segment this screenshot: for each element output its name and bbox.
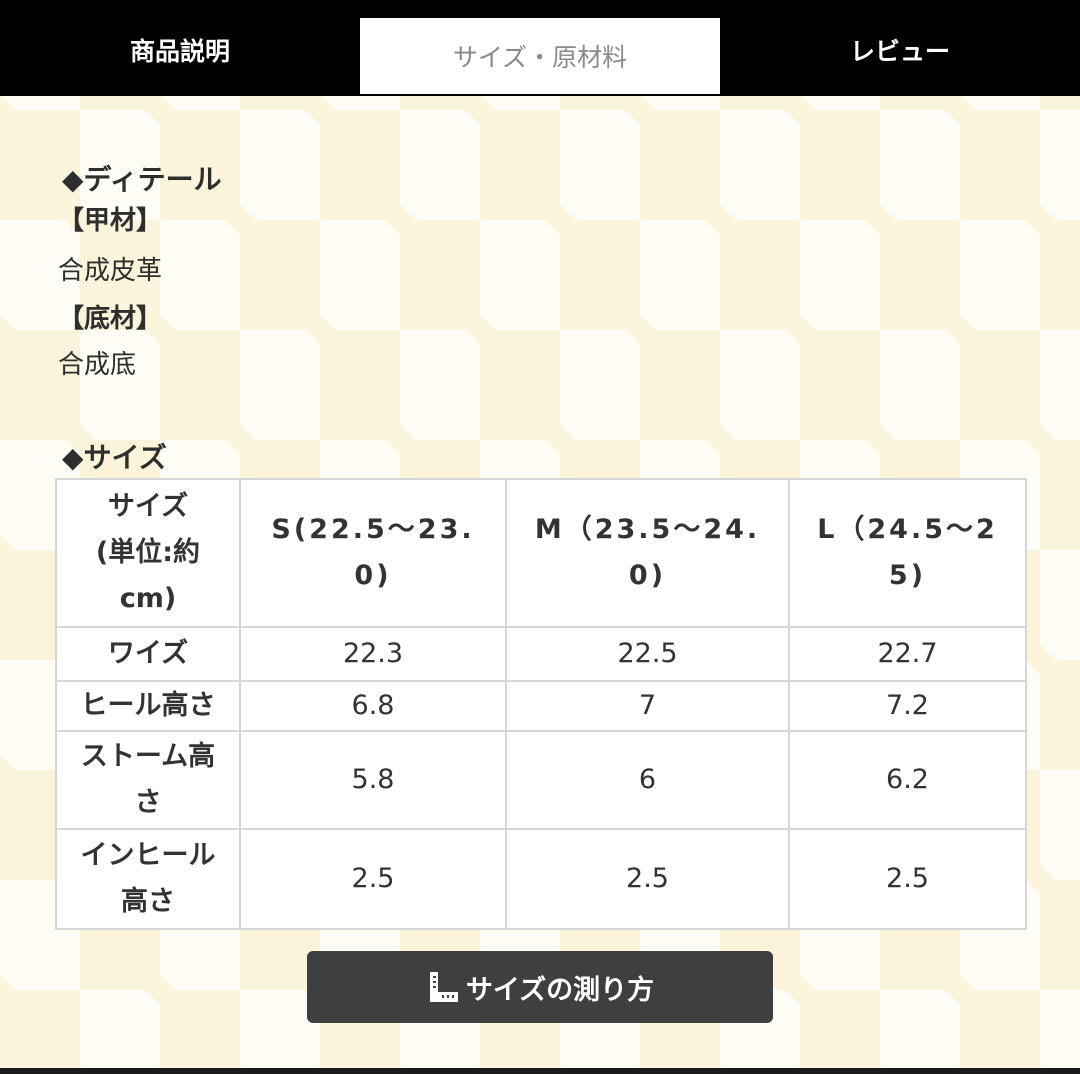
- row-label: インヒール 高さ: [55, 828, 241, 930]
- column-header-line: M（23.5〜24.: [534, 514, 761, 545]
- row-label: ヒール高さ: [55, 680, 241, 732]
- row-label: ストーム高 さ: [55, 730, 241, 830]
- table-cell: 2.5: [505, 828, 790, 930]
- row-label-line: ヒール高さ: [80, 690, 216, 721]
- row-label-line: さ: [134, 787, 162, 818]
- size-column-l: L（24.5〜2 5): [788, 478, 1027, 628]
- corner-line: cm): [119, 583, 177, 614]
- table-cell: 5.8: [239, 730, 507, 830]
- table-row-heel-height: ヒール高さ 6.8 7 7.2: [55, 680, 1027, 732]
- size-measure-label: サイズの測り方: [465, 974, 655, 1006]
- table-cell: 22.5: [505, 626, 790, 682]
- bottom-divider: [0, 1068, 1080, 1074]
- table-row-width: ワイズ 22.3 22.5 22.7: [55, 626, 1027, 682]
- row-label-line: ストーム高: [80, 741, 216, 772]
- size-table-header-row: サイズ (単位:約 cm) S(22.5〜23. 0) M（23.5〜24. 0…: [55, 478, 1027, 628]
- corner-line: (単位:約: [95, 537, 201, 568]
- column-header-line: 0): [354, 560, 392, 591]
- table-cell: 2.5: [788, 828, 1027, 930]
- upper-material-value: 合成皮革: [58, 256, 163, 286]
- table-cell: 7: [505, 680, 790, 732]
- table-cell: 6.8: [239, 680, 507, 732]
- table-cell: 22.7: [788, 626, 1027, 682]
- column-header-line: L（24.5〜2: [817, 514, 998, 545]
- table-cell: 7.2: [788, 680, 1027, 732]
- size-heading: ◆サイズ: [62, 441, 167, 474]
- tab-size-material[interactable]: サイズ・原材料: [360, 18, 720, 94]
- column-header-line: S(22.5〜23.: [271, 514, 475, 545]
- table-cell: 22.3: [239, 626, 507, 682]
- upper-material-label: 【甲材】: [58, 206, 163, 236]
- size-table-corner: サイズ (単位:約 cm): [55, 478, 241, 628]
- column-header-line: 5): [888, 560, 927, 591]
- detail-heading: ◆ディテール: [62, 163, 222, 196]
- table-cell: 6: [505, 730, 790, 830]
- tab-bar: 商品説明 サイズ・原材料 レビュー: [0, 0, 1080, 96]
- tab-review[interactable]: レビュー: [849, 37, 950, 66]
- size-table: サイズ (単位:約 cm) S(22.5〜23. 0) M（23.5〜24. 0…: [55, 478, 1027, 930]
- ruler-icon: [426, 970, 460, 1004]
- size-measure-button[interactable]: サイズの測り方: [307, 951, 773, 1023]
- sole-material-value: 合成底: [58, 350, 137, 380]
- sole-material-label: 【底材】: [58, 304, 163, 334]
- table-cell: 2.5: [239, 828, 507, 930]
- table-cell: 6.2: [788, 730, 1027, 830]
- row-label-line: ワイズ: [107, 638, 189, 669]
- column-header-line: 0): [628, 560, 667, 591]
- table-row-inner-heel-height: インヒール 高さ 2.5 2.5 2.5: [55, 828, 1027, 930]
- row-label: ワイズ: [55, 626, 241, 682]
- corner-line: サイズ: [107, 491, 189, 522]
- row-label-line: 高さ: [121, 886, 175, 917]
- table-row-storm-height: ストーム高 さ 5.8 6 6.2: [55, 730, 1027, 830]
- size-column-s: S(22.5〜23. 0): [239, 478, 507, 628]
- tab-description[interactable]: 商品説明: [129, 37, 230, 66]
- size-column-m: M（23.5〜24. 0): [505, 478, 790, 628]
- row-label-line: インヒール: [80, 840, 216, 871]
